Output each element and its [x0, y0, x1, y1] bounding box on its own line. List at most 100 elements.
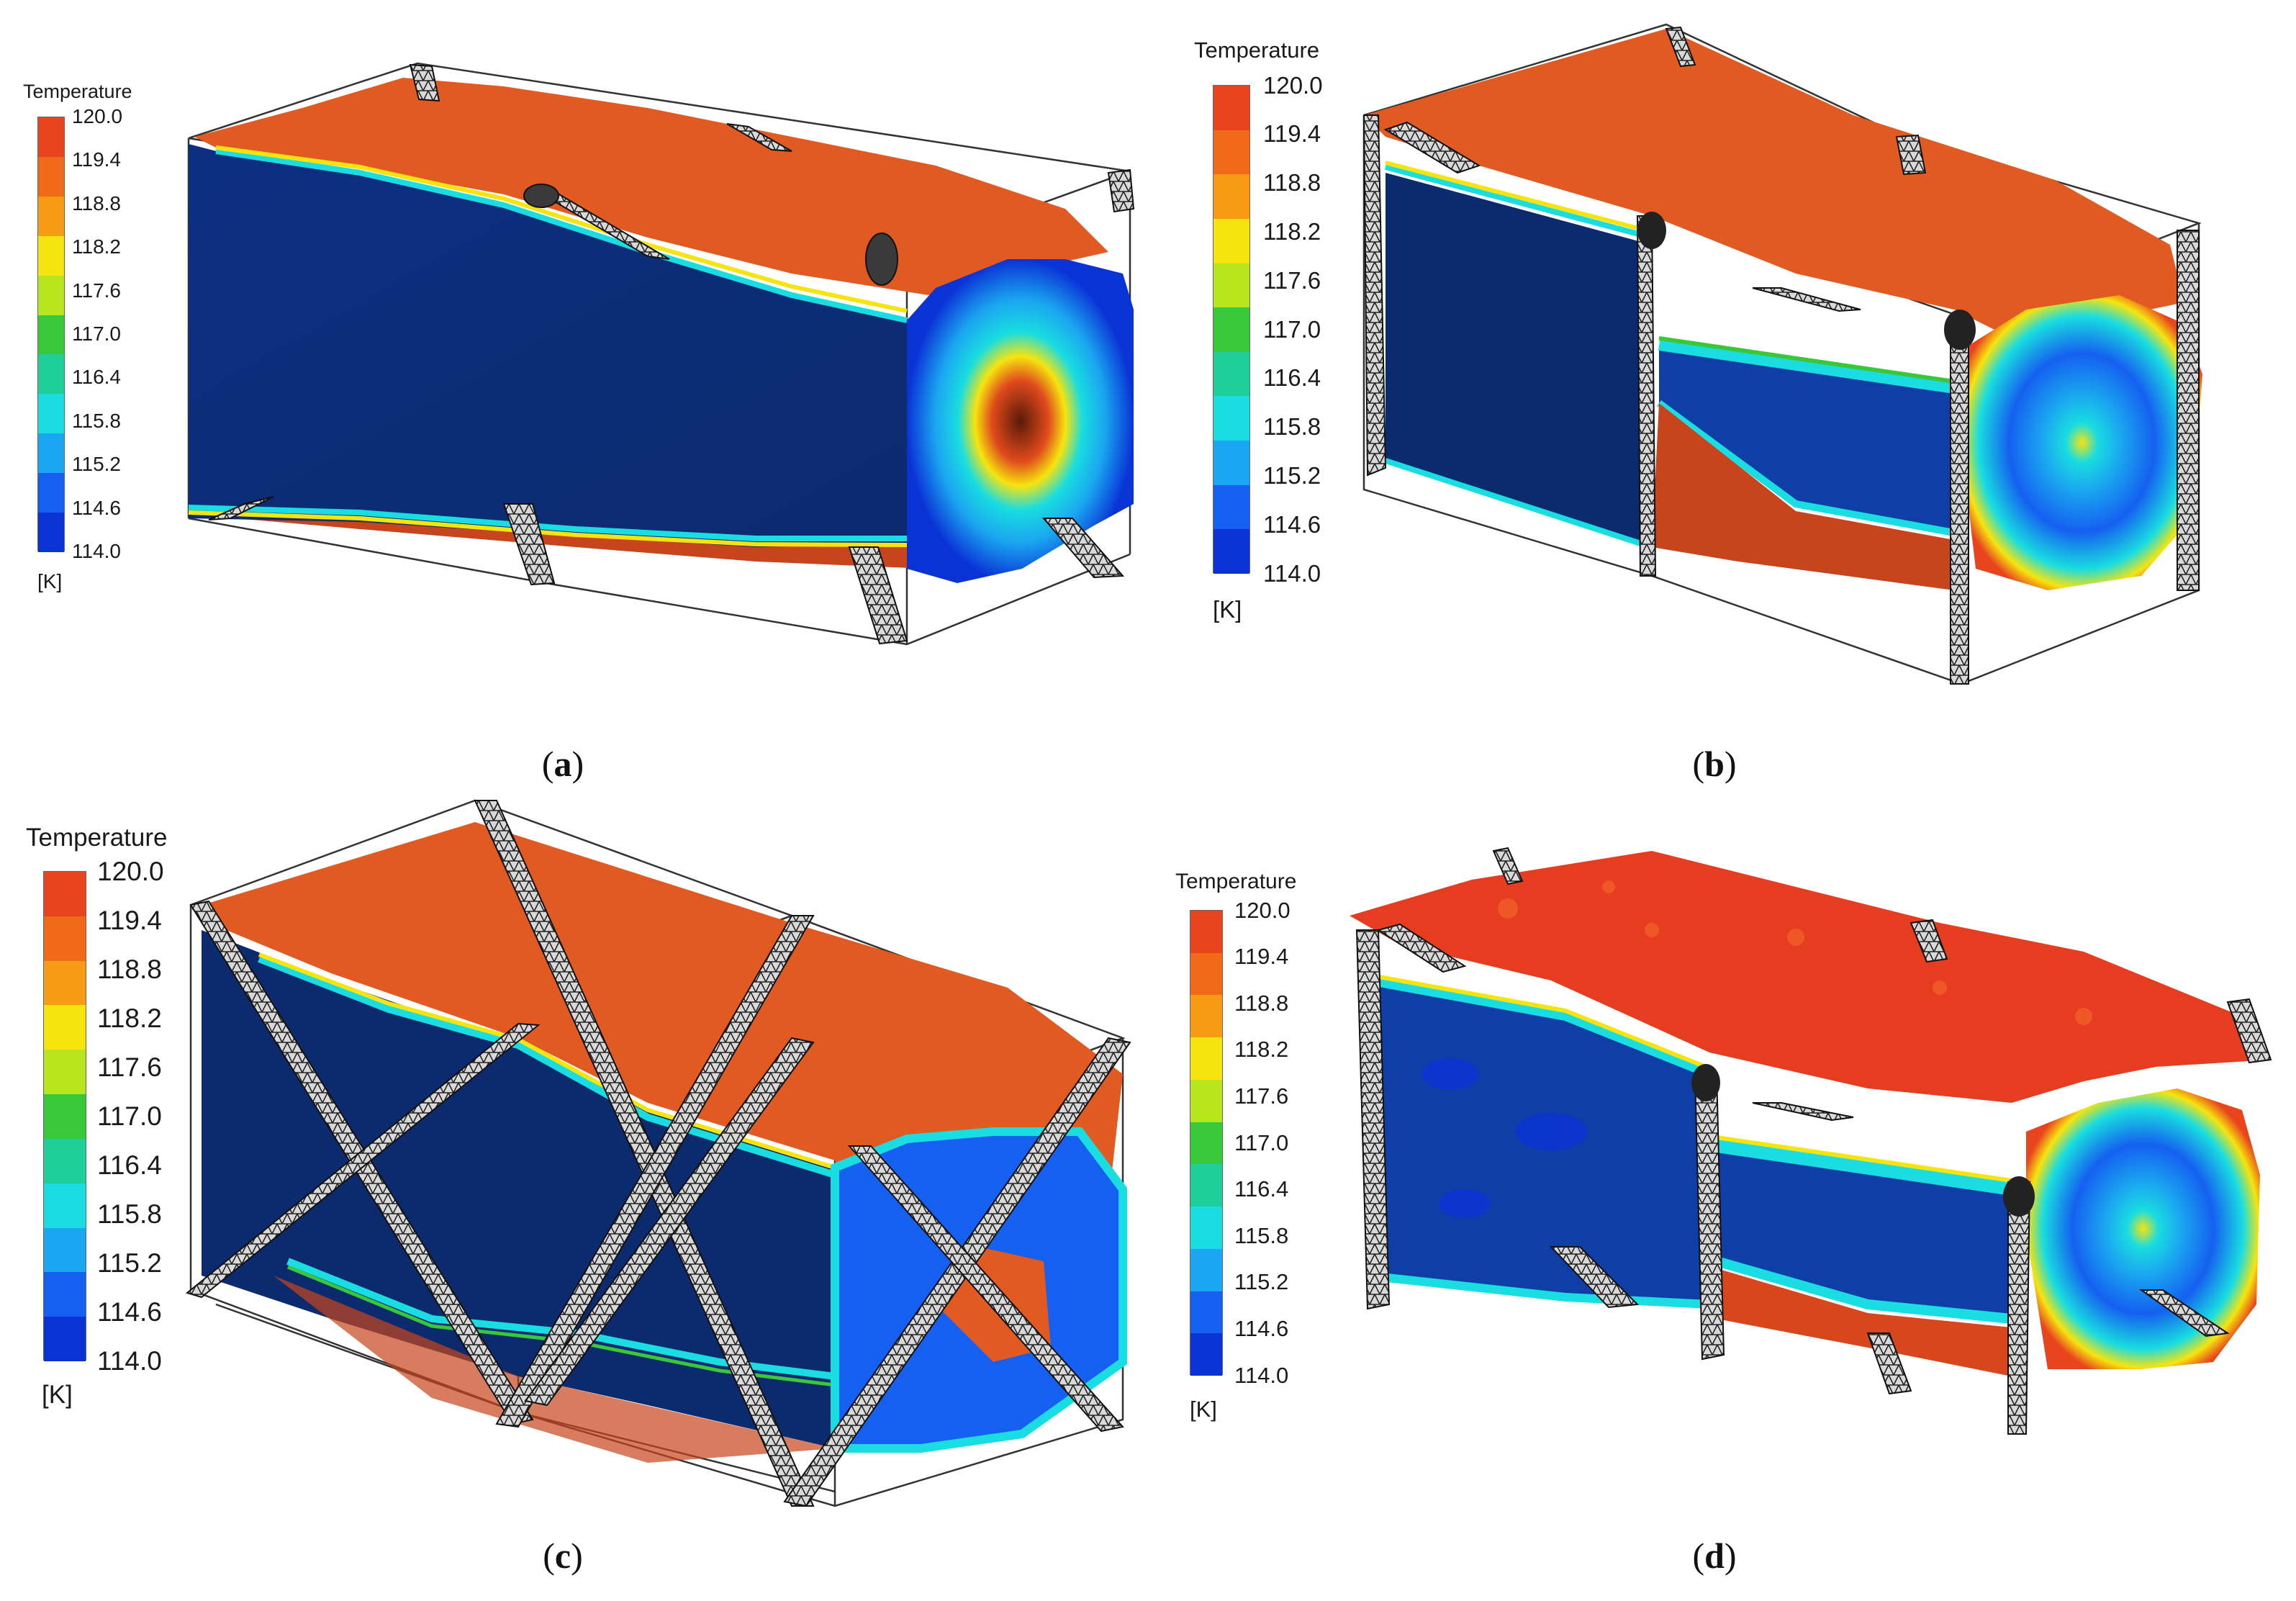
legend-band	[38, 117, 64, 158]
legend-band	[38, 315, 64, 355]
legend-tick-label: 116.4	[1234, 1176, 1289, 1202]
legend-band	[44, 1227, 86, 1273]
legend-band	[1190, 952, 1222, 996]
legend-band	[1213, 396, 1249, 441]
legend-tick-label: 116.4	[72, 366, 121, 389]
legend-band	[1190, 1333, 1222, 1376]
legend-band	[38, 354, 64, 394]
legend-tick-label: 118.8	[1234, 990, 1289, 1016]
legend-band	[38, 156, 64, 197]
legend-band	[1190, 1164, 1222, 1207]
caption-c: (c)	[543, 1535, 583, 1576]
legend-title: Temperature	[23, 81, 132, 102]
legend-tick-label: 118.8	[1263, 169, 1321, 197]
legend-tick-label: 114.0	[97, 1345, 162, 1376]
legend-band	[38, 394, 64, 434]
legend-band	[38, 196, 64, 237]
legend-tick-label: 118.2	[1234, 1037, 1289, 1063]
legend-band	[44, 1138, 86, 1184]
legend-tick-label: 114.6	[97, 1296, 162, 1327]
legend-tick-label: 117.6	[1234, 1083, 1289, 1109]
legend-tick-label: 120.0	[1263, 71, 1323, 99]
caption-d: (d)	[1692, 1535, 1737, 1576]
legend-tick-label: 117.0	[72, 323, 121, 345]
legend-tick-label: 117.0	[1234, 1129, 1289, 1155]
legend-unit: [K]	[42, 1381, 73, 1409]
legend-band	[1213, 86, 1249, 131]
temperature-contour-model	[1350, 847, 2272, 1435]
legend-tick-label: 120.0	[72, 105, 123, 127]
legend-tick-label: 115.2	[1234, 1269, 1289, 1295]
legend-title: Temperature	[1175, 870, 1297, 893]
legend-tick-label: 115.2	[1263, 461, 1321, 489]
legend-band	[44, 960, 86, 1006]
legend-tick-label: 117.6	[72, 279, 121, 302]
panel-b: Temperature 120.0 119.4 118.8 118.2 117.6 117…	[1148, 0, 2296, 800]
legend-tick-label: 114.6	[1234, 1315, 1289, 1341]
legend-tick-label: 115.8	[97, 1199, 162, 1229]
legend-band	[44, 872, 86, 917]
legend-unit: [K]	[37, 570, 63, 592]
legend-band	[38, 473, 64, 513]
legend-tick-label: 115.8	[1263, 413, 1321, 441]
legend-band	[1213, 263, 1249, 308]
legend-tick-label: 115.2	[72, 453, 121, 476]
legend-tick-label: 114.0	[1263, 559, 1321, 587]
legend-tick-label: 115.8	[72, 409, 121, 432]
temperature-contour-model	[187, 62, 1135, 646]
legend-tick-label: 114.0	[72, 540, 121, 562]
legend-band	[1190, 995, 1222, 1038]
legend-colorbar	[1213, 85, 1250, 574]
legend-colorbar	[37, 117, 65, 553]
temperature-contour-model	[185, 799, 1131, 1507]
legend-tick-label: 120.0	[97, 856, 164, 886]
legend-tick-label: 120.0	[1234, 897, 1291, 923]
legend-tick-label: 118.2	[72, 235, 121, 258]
legend-band	[1190, 1122, 1222, 1165]
caption-a: (a)	[541, 744, 584, 784]
legend-band	[38, 275, 64, 316]
legend-tick-label: 118.8	[72, 191, 121, 215]
legend-tick-label: 115.2	[97, 1248, 162, 1278]
panel-d: Temperature 120.0 119.4 118.8 118.2 117.6 117…	[1148, 800, 2296, 1601]
legend-tick-label: 119.4	[72, 148, 121, 171]
legend-band	[1190, 911, 1222, 954]
legend-unit: [K]	[1190, 1397, 1217, 1422]
legend-band	[38, 235, 64, 276]
legend-title: Temperature	[26, 824, 168, 852]
legend-tick-label: 117.0	[97, 1101, 162, 1131]
legend-tick-label: 118.8	[97, 954, 162, 984]
legend-band	[1213, 174, 1249, 220]
legend-band	[1190, 1037, 1222, 1081]
legend-tick-label: 116.4	[97, 1150, 162, 1180]
panel-c: Temperature 120.0 119.4 118.8 118.2 117.6 117…	[0, 799, 1148, 1601]
legend-band	[1213, 307, 1249, 353]
legend-band	[44, 1183, 86, 1229]
caption-b: (b)	[1692, 744, 1737, 784]
legend-band	[44, 916, 86, 962]
legend-band	[44, 1094, 86, 1140]
legend-tick-label: 118.2	[97, 1003, 162, 1033]
legend-band	[1213, 130, 1249, 175]
legend-tick-label: 117.0	[1263, 315, 1321, 343]
legend-tick-label: 118.2	[1263, 217, 1321, 245]
legend-tick-label: 119.4	[97, 905, 162, 935]
legend-tick-label: 114.6	[1263, 510, 1321, 538]
legend-band	[38, 513, 64, 553]
legend-band	[1190, 1207, 1222, 1250]
legend-band	[1190, 1079, 1222, 1123]
legend-tick-label: 114.0	[1234, 1362, 1289, 1388]
legend-band	[1190, 1248, 1222, 1292]
legend-tick-label: 114.6	[72, 496, 121, 519]
legend-tick-label: 119.4	[1234, 944, 1289, 970]
temperature-contour-model	[1362, 23, 2202, 685]
legend-band	[44, 1272, 86, 1317]
legend-title: Temperature	[1194, 37, 1320, 63]
legend-band	[44, 1317, 86, 1362]
legend-tick-label: 115.8	[1234, 1222, 1289, 1248]
legend-tick-label: 117.6	[97, 1052, 162, 1082]
legend-band	[38, 433, 64, 474]
legend-tick-label: 116.4	[1263, 364, 1321, 392]
legend-band	[44, 1050, 86, 1095]
legend-band	[1213, 351, 1249, 397]
